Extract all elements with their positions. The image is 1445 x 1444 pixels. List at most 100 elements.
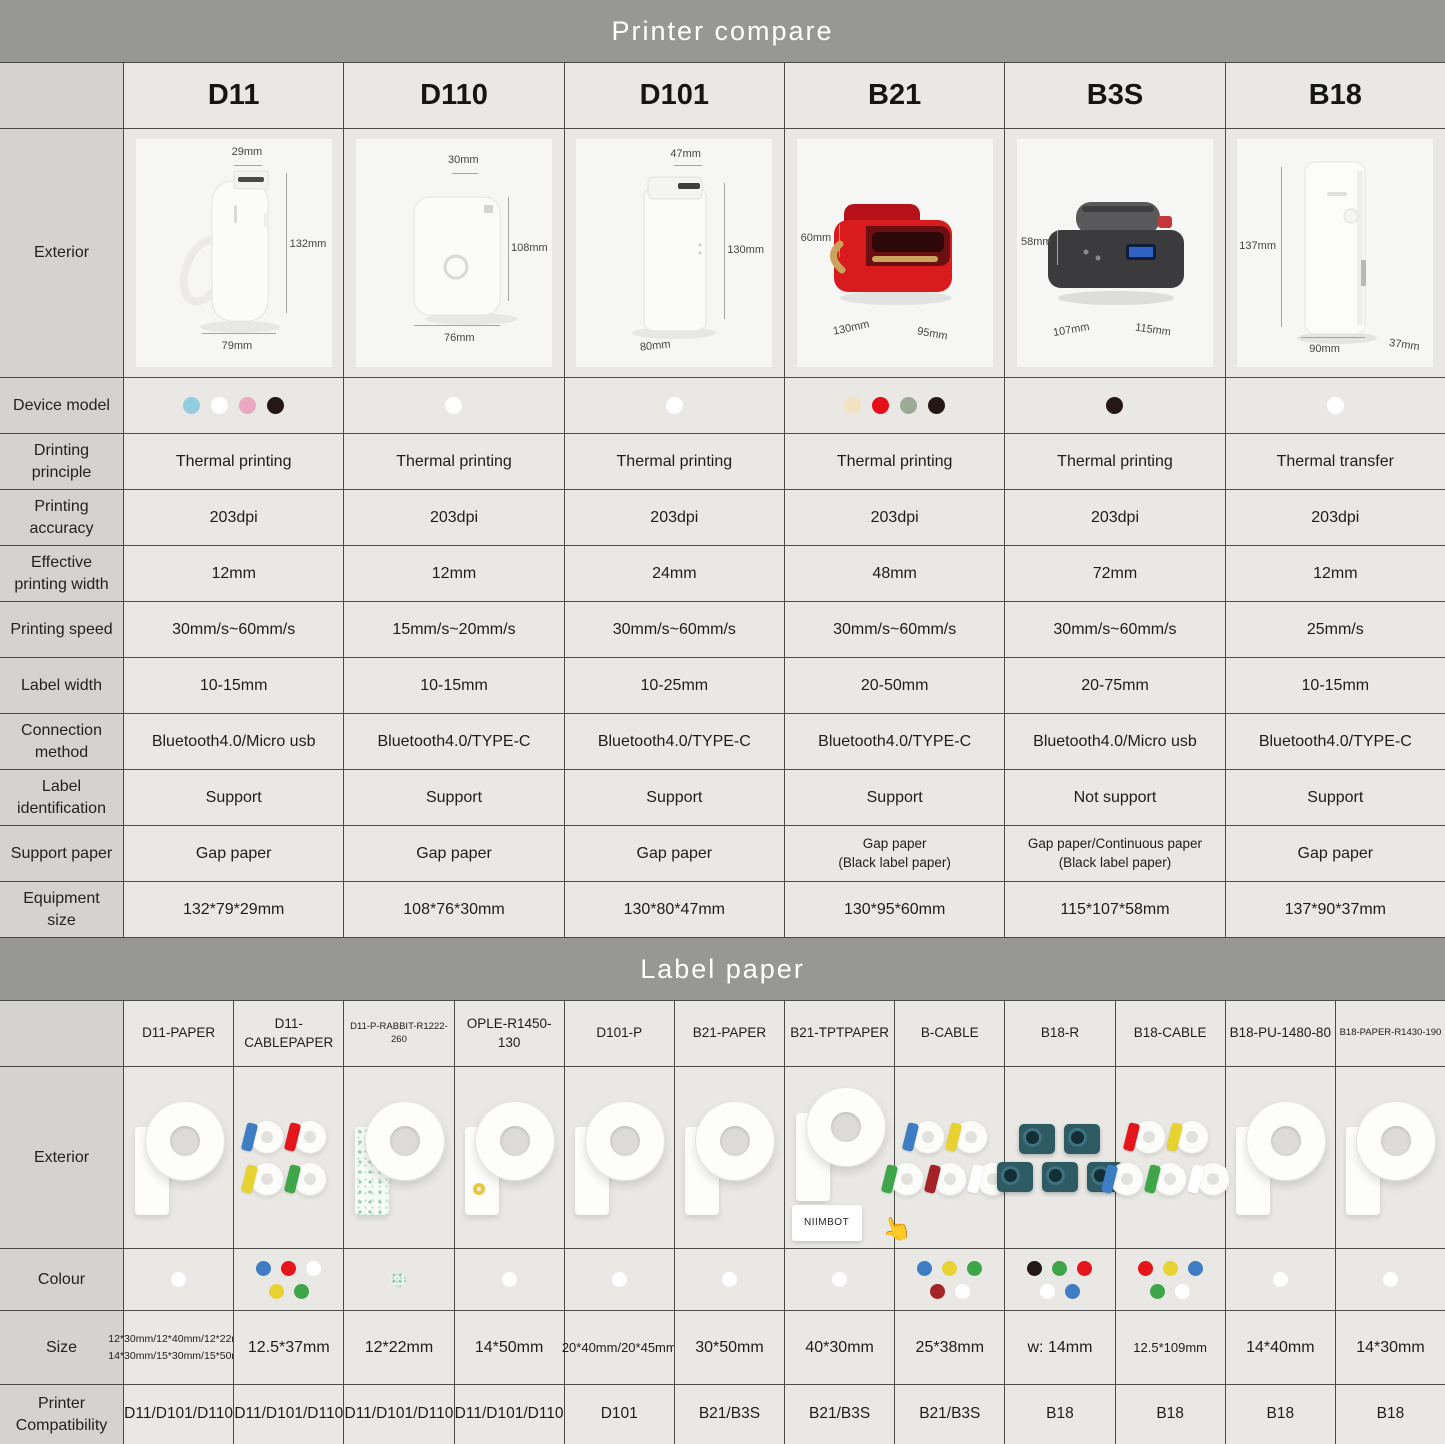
spec-cell: Thermal printing — [343, 434, 564, 489]
cartridge-icon — [1041, 1161, 1078, 1192]
spec-row-accuracy: Printing accuracy 203dpi 203dpi 203dpi 2… — [0, 489, 1445, 545]
dim-line — [285, 173, 287, 313]
color-dot — [1077, 1260, 1093, 1276]
spec-cell: 25mm/s — [1224, 602, 1445, 657]
paper-exterior-row: Exterior — [0, 1066, 1445, 1248]
dim-line — [507, 197, 509, 301]
paper-name-header: B-CABLE — [894, 1001, 1005, 1066]
color-dot — [1064, 1283, 1080, 1299]
color-dot — [872, 397, 890, 414]
color-dot — [1039, 1283, 1055, 1299]
cable-label-rolls-icon — [880, 1119, 1010, 1196]
spec-cell: Support — [783, 770, 1005, 825]
paper-size-cell: 12*30mm/12*40mm/12*22mm 14*30mm/15*30mm/… — [108, 1311, 249, 1384]
color-dot — [1106, 397, 1124, 414]
row-label-eff-width: Effective printing width — [0, 546, 123, 601]
dim-line — [413, 325, 500, 326]
paper-name-header: D11-CABLEPAPER — [233, 1001, 344, 1066]
spec-cell: 10-15mm — [123, 658, 344, 713]
mini-roll-icon — [945, 1119, 989, 1154]
mini-roll-icon — [241, 1161, 285, 1196]
spec-cell: 132*79*29mm — [123, 882, 344, 937]
paper-name-header: D11-P-RABBIT-R1222-260 — [343, 1001, 454, 1066]
mini-roll-icon — [284, 1161, 328, 1196]
dim-label: 115mm — [1134, 321, 1172, 339]
model-header-d11: D11 — [123, 63, 344, 128]
spec-cell: 30mm/s~60mm/s — [563, 602, 784, 657]
dim-label: 79mm — [221, 340, 253, 352]
printer-photo-b18: 137mm 90mm 37mm — [1237, 139, 1434, 367]
color-dot — [928, 397, 946, 414]
printer-photo-d110: 30mm 108mm 76mm — [355, 139, 552, 367]
spec-cell: 12mm — [343, 546, 564, 601]
colour-dots — [1272, 1272, 1288, 1287]
spec-cell: 203dpi — [1224, 490, 1445, 545]
spec-cell: Bluetooth4.0/TYPE-C — [1224, 714, 1445, 769]
spec-cell: 203dpi — [343, 490, 564, 545]
color-dot — [171, 1272, 187, 1287]
spec-cell: 30mm/s~60mm/s — [783, 602, 1005, 657]
logo-label-roll-icon — [459, 1097, 559, 1219]
mini-roll-icon — [241, 1119, 285, 1154]
row-label-compatibility: Printer Compatibility — [0, 1385, 123, 1444]
colour-dots — [1134, 1260, 1206, 1299]
paper-name-header: B18-R — [1004, 1001, 1115, 1066]
mini-roll-icon — [284, 1119, 328, 1154]
paper-size-cell: 30*50mm — [673, 1311, 785, 1384]
dim-label: 47mm — [670, 148, 701, 160]
color-dot — [611, 1272, 627, 1287]
colour-dots — [721, 1272, 737, 1287]
label-disc — [585, 1100, 666, 1181]
spec-row-speed: Printing speed 30mm/s~60mm/s 15mm/s~20mm… — [0, 601, 1445, 657]
device-colors-cell — [1224, 378, 1445, 433]
spec-cell: 10-15mm — [1224, 658, 1445, 713]
color-dot — [391, 1272, 407, 1287]
cartridge-icon — [1064, 1123, 1101, 1154]
device-color-dots — [844, 397, 946, 414]
dim-line — [1281, 167, 1283, 327]
spec-cell: 203dpi — [1004, 490, 1225, 545]
spec-row-principle: Drinting principle Thermal printing Ther… — [0, 433, 1445, 489]
printer-photo-d101: 47mm 130mm 80mm — [576, 139, 773, 367]
label-paper-table: D11-PAPER D11-CABLEPAPER D11-P-RABBIT-R1… — [0, 1000, 1445, 1444]
spec-cell: Support — [563, 770, 784, 825]
device-colors-cell — [1004, 378, 1225, 433]
color-dot — [832, 1272, 848, 1287]
spec-cell: 108*76*30mm — [343, 882, 564, 937]
row-label-label-width: Label width — [0, 658, 123, 713]
color-dot — [665, 397, 683, 414]
logo-ring-icon — [473, 1182, 486, 1195]
row-label-accuracy: Printing accuracy — [0, 490, 123, 545]
dim-line — [201, 333, 276, 334]
paper-size-cell: 12.5*37mm — [233, 1311, 344, 1384]
printer-exterior-cell: 137mm 90mm 37mm — [1224, 129, 1445, 377]
color-dot — [929, 1283, 945, 1299]
color-dot — [256, 1260, 272, 1276]
dim-line — [674, 165, 703, 166]
paper-compat-cell: D11/D101/D110 — [233, 1385, 344, 1444]
colour-dots — [611, 1272, 627, 1287]
label-roll-with-hand-icon: NIIMBOT 👆 — [790, 1083, 915, 1247]
paper-name-header: D101-P — [563, 1001, 674, 1066]
paper-compat-cell: D11/D101/D110 — [453, 1385, 564, 1444]
spec-cell: 10-25mm — [563, 658, 784, 713]
colour-dots — [501, 1272, 517, 1287]
paper-colour-cell — [1114, 1249, 1225, 1310]
paper-compat-cell: B18 — [1224, 1385, 1335, 1444]
device-model-row: Device model — [0, 377, 1445, 433]
label-roll-icon — [129, 1097, 229, 1219]
row-label-principle: Drinting principle — [0, 434, 123, 489]
model-header-d110: D110 — [343, 63, 564, 128]
row-label-support-paper: Support paper — [0, 826, 123, 881]
paper-size-cell: 14*50mm — [453, 1311, 564, 1384]
colour-dots — [391, 1272, 407, 1287]
row-label-speed: Printing speed — [0, 602, 123, 657]
row-label-size: Size — [0, 1311, 123, 1384]
color-dot — [1175, 1283, 1191, 1299]
paper-exterior-cell: NIIMBOT 👆 — [784, 1067, 915, 1248]
paper-exterior-cell — [673, 1067, 785, 1248]
spec-cell: 137*90*37mm — [1224, 882, 1445, 937]
dim-label: 137mm — [1239, 240, 1276, 252]
dim-label: 95mm — [915, 325, 949, 343]
